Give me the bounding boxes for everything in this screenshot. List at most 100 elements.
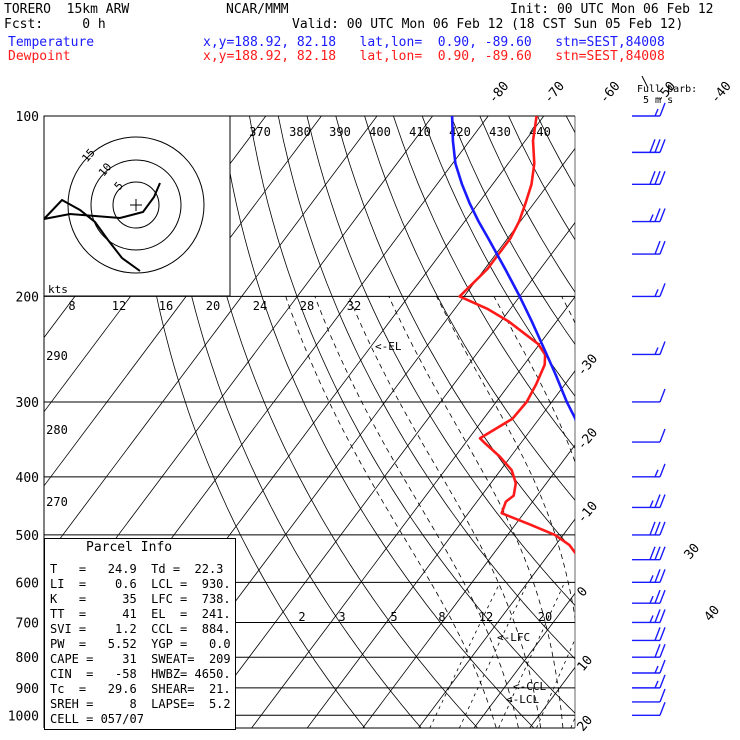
mixing-ratio-label: 2 <box>298 610 305 624</box>
pressure-label: 300 <box>16 396 39 411</box>
wind-barb-flag <box>659 240 666 255</box>
wind-barb-flag <box>654 289 659 297</box>
mixing-ratio-label: 20 <box>538 610 552 624</box>
pressure-label: 100 <box>16 110 39 125</box>
theta-label: 390 <box>329 125 351 139</box>
parcel-info-box <box>44 538 236 730</box>
hodograph-ring <box>90 159 182 251</box>
dry-adiabat <box>681 116 740 728</box>
wind-speed-label: 24 <box>253 299 267 313</box>
parcel-row: K = 35 LFC = 738. <box>50 592 231 606</box>
isotherm-label: 30 <box>682 541 704 563</box>
wind-barb-flag <box>659 494 666 508</box>
wind-barb-flag <box>659 674 666 689</box>
isotherm <box>195 221 575 728</box>
mixing-ratio-line <box>616 582 675 728</box>
dry-adiabat <box>595 116 740 728</box>
wind-barb-flag <box>659 702 666 716</box>
wind-barb-flag <box>659 546 666 560</box>
isotherm <box>641 116 740 728</box>
pressure-label: 900 <box>16 682 39 697</box>
wind-speed-label: 20 <box>206 299 220 313</box>
isotherm-label: 10 <box>575 653 597 675</box>
level-mark: <-LFC <box>497 631 530 644</box>
wind-barb-flag <box>659 102 666 117</box>
wind-barb-flag <box>654 609 661 623</box>
level-mark: <-LCL <box>506 693 539 706</box>
dry-adiabat <box>220 116 535 728</box>
mixing-ratio-line <box>429 582 501 728</box>
parcel-row: PW = 5.52 YGP = 0.0 <box>50 637 231 651</box>
isotherm-label: -30 <box>575 352 602 380</box>
parcel-row: CIN = -58 HWBZ= 4650. <box>50 667 231 681</box>
isotherm-label: -70 <box>541 79 568 107</box>
moist-adiabat <box>285 296 497 728</box>
dry-adiabat <box>450 116 575 345</box>
wind-barb-flag <box>654 171 661 185</box>
wind-barb-flag <box>659 688 666 703</box>
pressure-label: 600 <box>16 576 39 591</box>
parcel-row: T = 24.9 Td = 22.3 <box>50 562 224 576</box>
wind-barb-flag <box>654 469 659 478</box>
isotherm-label: -20 <box>575 425 602 453</box>
wind-speed-label: 8 <box>68 299 75 313</box>
moist-adiabat <box>493 296 575 464</box>
hodograph-trace <box>43 182 161 220</box>
wind-speed-label: 16 <box>159 299 173 313</box>
isotherm <box>306 370 575 728</box>
level-marks: <-EL <-LFC <-CCL<-LCL <box>375 340 546 706</box>
theta-label: 370 <box>249 125 271 139</box>
center-name: NCAR/MMM <box>226 2 289 17</box>
wind-barb-flag <box>659 463 666 478</box>
isotherm-label: -60 <box>597 79 624 107</box>
pressure-label: 700 <box>16 616 39 631</box>
theta-label: 380 <box>289 125 311 139</box>
wind-barb-flag <box>659 428 666 443</box>
wind-barb-flag <box>649 214 654 222</box>
temperature-location: x,y=188.92, 82.18 lat,lon= 0.90, -89.60 … <box>203 35 665 50</box>
wind-speed-label: 12 <box>112 299 126 313</box>
parcel-row: CELL = 057/07 <box>50 712 144 726</box>
wind-barb-flag <box>649 575 654 583</box>
isotherm-label: -10 <box>575 499 602 527</box>
isotherm-label: 40 <box>702 603 724 625</box>
level-mark: <-EL <box>375 340 402 353</box>
pressure-label: 800 <box>16 651 39 666</box>
wind-barb-flag <box>649 500 654 508</box>
forecast-hour: Fcst: 0 h <box>4 17 106 32</box>
hodograph-box <box>43 115 231 297</box>
dry-adiabat <box>162 116 422 728</box>
wind-barb-flag <box>659 208 666 222</box>
parcel-row: LI = 0.6 LCL = 930. <box>50 577 231 591</box>
dry-adiabat <box>191 116 478 728</box>
dry-adiabat <box>335 116 575 554</box>
hodograph-ring <box>112 181 160 229</box>
pressure-label: 500 <box>16 529 39 544</box>
dry-adiabat <box>306 116 575 607</box>
theta-side-label: 270 <box>46 495 68 509</box>
mixing-ratio-label: 5 <box>390 610 397 624</box>
wind-barb-flag <box>659 283 666 297</box>
isotherm <box>529 666 575 728</box>
dry-adiabat <box>249 116 575 714</box>
legend-dewpoint: Dewpoint <box>8 49 71 64</box>
wind-barb-flag <box>659 589 666 604</box>
sounding-traces <box>450 116 575 555</box>
hodograph-ring <box>67 136 205 274</box>
mixing-ratio-lines <box>429 582 675 728</box>
theta-label: 430 <box>489 125 511 139</box>
dry-adiabat <box>364 116 575 501</box>
isotherm-label: -40 <box>708 79 735 107</box>
hodograph-trace <box>43 198 141 272</box>
dry-adiabat <box>624 116 740 728</box>
wind-barb-flag <box>649 595 654 604</box>
wind-barb-flag <box>654 680 659 689</box>
parcel-row: TT = 41 EL = 241. <box>50 607 231 621</box>
parcel-info-title: Parcel Info <box>86 540 173 555</box>
moist-adiabat <box>436 296 575 620</box>
wind-barb-flag <box>654 240 661 255</box>
theta-label: 420 <box>449 125 471 139</box>
isotherm <box>44 116 322 487</box>
